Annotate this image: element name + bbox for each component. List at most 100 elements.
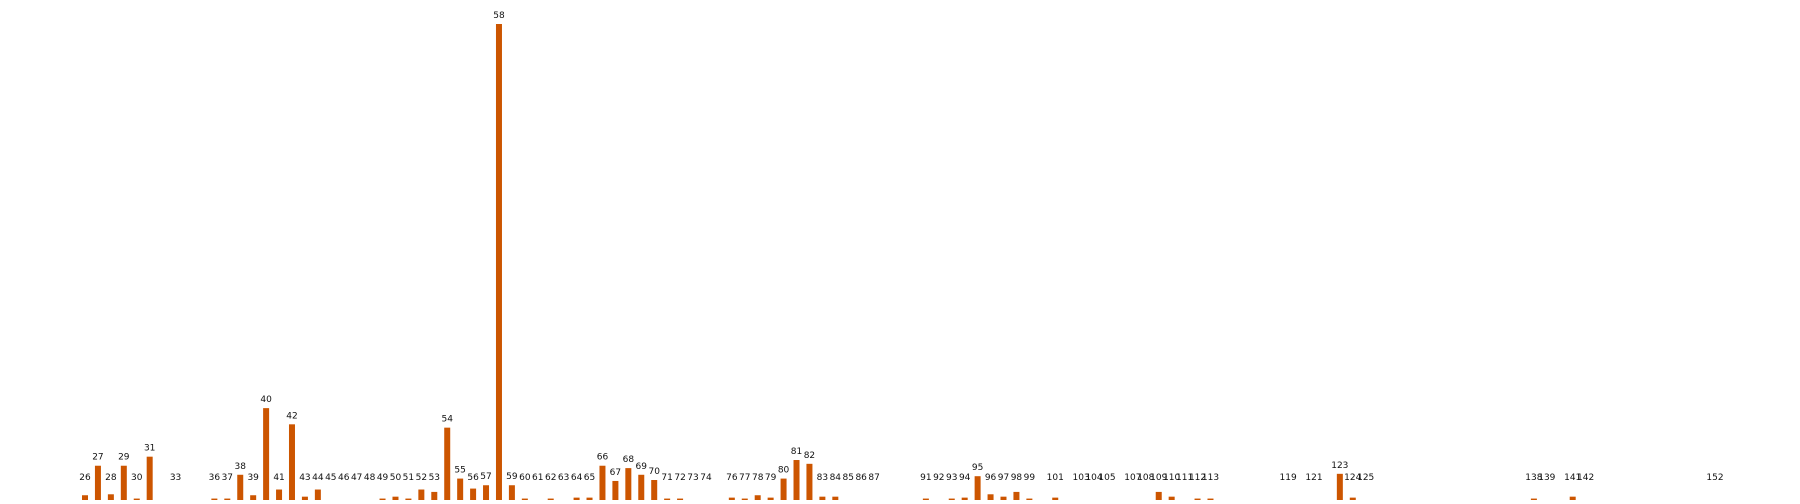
bar-label: 56 [467, 473, 479, 483]
bar-label: 31 [144, 444, 155, 454]
bar-label: 42 [286, 411, 297, 421]
bar-label: 48 [364, 473, 376, 483]
bar-label: 104 [1085, 473, 1102, 483]
bar-label: 119 [1280, 473, 1297, 483]
bar [677, 498, 684, 500]
bar-label: 70 [648, 467, 660, 477]
bar [974, 476, 981, 500]
bar-label: 81 [791, 447, 802, 457]
bar-label: 71 [661, 473, 672, 483]
bar-label: 125 [1357, 473, 1374, 483]
bar-label: 44 [312, 473, 324, 483]
bar [741, 498, 748, 500]
bar [638, 474, 645, 500]
bar-label: 80 [778, 466, 790, 476]
bar [379, 498, 386, 500]
bar-label: 52 [416, 473, 427, 483]
bar-label: 76 [726, 473, 738, 483]
bar [573, 497, 580, 500]
bar [754, 495, 761, 500]
bar-label: 55 [454, 466, 465, 476]
bar-label: 95 [972, 463, 983, 473]
bar-label: 53 [429, 473, 440, 483]
bar [1155, 491, 1162, 500]
bar-label: 58 [493, 11, 505, 21]
bar-label: 107 [1124, 473, 1141, 483]
bar [301, 496, 308, 500]
bar [82, 495, 88, 500]
bar-label: 113 [1202, 473, 1219, 483]
bar-label: 54 [441, 415, 453, 425]
bar [664, 498, 671, 500]
bar [806, 463, 813, 500]
bar [263, 408, 270, 500]
bar [133, 498, 140, 500]
bar [431, 491, 438, 500]
bar-label: 112 [1189, 473, 1206, 483]
bar-label: 28 [105, 473, 117, 483]
bar [250, 495, 257, 500]
bar [1207, 498, 1214, 500]
bar [1052, 497, 1059, 500]
bar-label: 96 [985, 473, 997, 483]
bar-label: 139 [1538, 473, 1555, 483]
bar-label: 67 [610, 468, 621, 478]
bar [392, 496, 399, 500]
bar-label: 83 [817, 473, 828, 483]
bar-label: 65 [584, 473, 595, 483]
bar-label: 138 [1525, 473, 1542, 483]
bar-label: 27 [92, 453, 103, 463]
bar-label: 69 [636, 462, 648, 472]
bar-label: 94 [959, 473, 971, 483]
bar-label: 105 [1098, 473, 1115, 483]
bar-label: 121 [1305, 473, 1322, 483]
bar [987, 494, 994, 500]
bar [948, 498, 955, 500]
bars-layer [82, 24, 1576, 500]
bar [146, 456, 153, 500]
bar [495, 24, 502, 500]
bar-label: 103 [1073, 473, 1090, 483]
bar-label: 78 [752, 473, 764, 483]
bar-label: 49 [377, 473, 389, 483]
bar [405, 498, 412, 500]
bar [1000, 496, 1007, 500]
bar [457, 478, 464, 500]
bar [237, 474, 244, 500]
bar-label: 61 [532, 473, 543, 483]
bar-label: 79 [765, 473, 777, 483]
bar-label: 84 [830, 473, 842, 483]
bar [1194, 498, 1201, 500]
bar [1026, 498, 1033, 500]
bar-label: 110 [1163, 473, 1180, 483]
bar-label: 68 [623, 455, 635, 465]
bar-label: 59 [506, 472, 518, 482]
bar-label: 30 [131, 473, 143, 483]
bar [483, 485, 490, 500]
bar-label: 60 [519, 473, 531, 483]
bar-label: 66 [597, 453, 609, 463]
bar-label: 45 [325, 473, 336, 483]
bar [470, 488, 477, 500]
bar [1013, 491, 1020, 500]
bar-label: 72 [674, 473, 685, 483]
bar [1349, 497, 1356, 500]
bar [521, 498, 528, 500]
bar [599, 465, 606, 500]
bar-label: 111 [1176, 473, 1193, 483]
bar-label: 29 [118, 453, 130, 463]
bar-label: 39 [247, 473, 259, 483]
bar-label: 141 [1564, 473, 1581, 483]
bar [961, 497, 968, 500]
bar-label: 26 [79, 473, 91, 483]
bar [922, 498, 929, 500]
bar [107, 494, 114, 500]
bar [625, 468, 632, 500]
bar [586, 497, 593, 500]
bar [547, 498, 554, 500]
bar [120, 465, 127, 500]
bar-label: 57 [480, 472, 491, 482]
